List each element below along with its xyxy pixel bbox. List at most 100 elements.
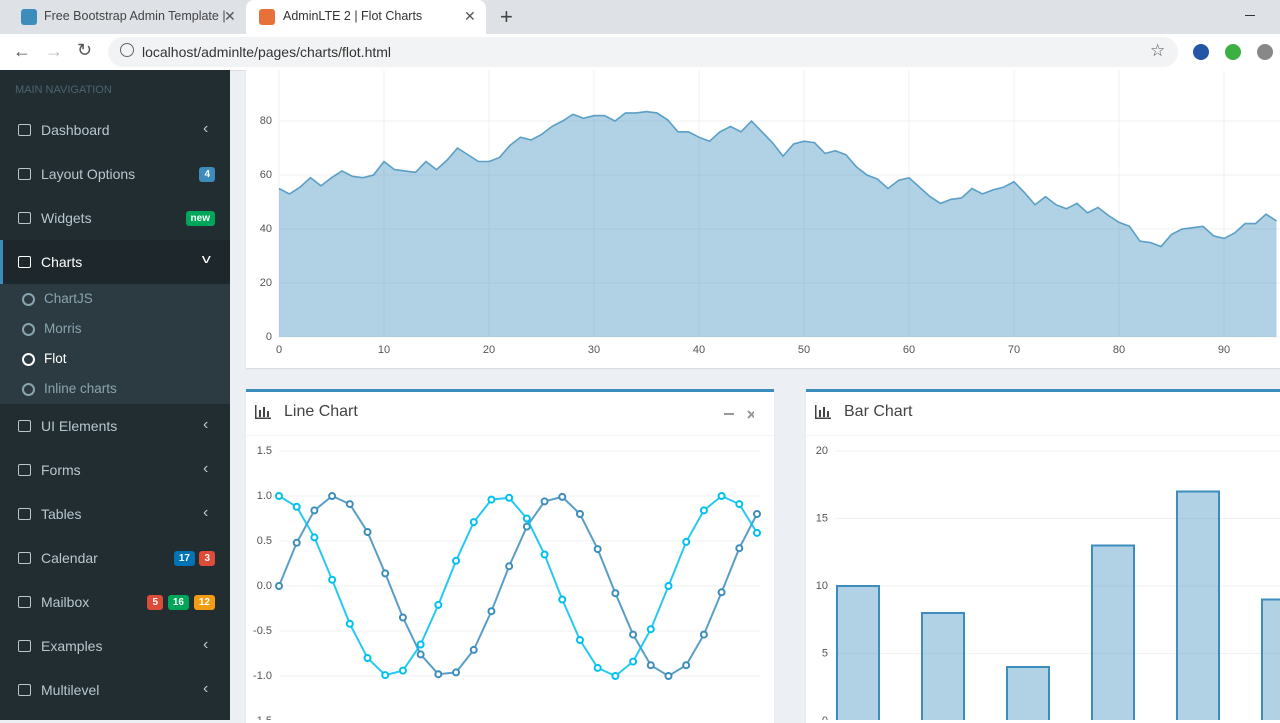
bar-chart: 0 5 10 15 20 — [816, 445, 1280, 720]
y-tick-label: 1.0 — [257, 490, 272, 502]
point — [611, 589, 620, 598]
nav-item[interactable]: Calendar 3 17 — [0, 536, 230, 580]
nav-item[interactable]: Multilevel ‹ — [0, 668, 230, 712]
point — [292, 502, 301, 511]
x-tick-label: 10 — [378, 344, 390, 356]
reload[interactable]: ↻ — [77, 40, 93, 60]
box-title: Line Chart — [284, 403, 358, 420]
nav-icon — [18, 596, 31, 608]
chart-icon — [815, 405, 831, 419]
y-tick-label: 5 — [822, 647, 828, 659]
nav-label: Mailbox — [41, 594, 90, 610]
point — [505, 562, 514, 571]
url: localhost/adminlte/pages/charts/flot.htm… — [142, 44, 392, 60]
point — [469, 518, 478, 527]
point — [398, 613, 407, 622]
extension[interactable] — [1225, 44, 1241, 60]
nav-item[interactable]: Mailbox 12 16 5 — [0, 580, 230, 624]
nav-icon — [18, 256, 31, 268]
back[interactable]: ← — [13, 41, 31, 61]
circle-icon — [22, 353, 35, 366]
y-tick-label: 10 — [816, 580, 828, 592]
bookmark[interactable]: ☆ — [1150, 41, 1166, 60]
info-icon — [120, 43, 134, 57]
nav-item[interactable]: Examples ‹ — [0, 624, 230, 668]
nav-item[interactable]: UI Elements ‹ — [0, 404, 230, 448]
nav-icon — [18, 464, 31, 476]
circle-icon — [22, 383, 35, 396]
point — [753, 528, 761, 537]
nav-subitem[interactable]: ChartJS — [0, 284, 230, 314]
box-tools[interactable] — [724, 410, 754, 420]
y-tick-label: 0.5 — [257, 535, 272, 547]
point — [398, 666, 407, 675]
area — [279, 111, 1277, 337]
point — [682, 537, 691, 546]
y-tick-label: 0 — [266, 331, 272, 343]
point — [434, 670, 443, 679]
divider — [806, 435, 1280, 436]
nav-item[interactable]: Forms ‹ — [0, 448, 230, 492]
point — [381, 671, 390, 680]
point — [275, 492, 283, 500]
nav-label: Forms — [41, 462, 81, 478]
tab-title: AdminLTE 2 | Flot Charts — [283, 9, 423, 23]
point — [593, 663, 602, 672]
tab-active[interactable]: AdminLTE 2 | Flot Charts ✕ — [246, 0, 486, 34]
nav-icon — [18, 508, 31, 520]
x-tick-label: 80 — [1113, 344, 1125, 356]
point — [275, 582, 283, 590]
point — [505, 493, 514, 502]
point — [540, 550, 549, 559]
series-line — [278, 494, 758, 678]
y-tick-label: -0.5 — [253, 625, 272, 637]
nav-subitem[interactable]: Morris — [0, 314, 230, 344]
minimize[interactable] — [1245, 15, 1255, 16]
area-chart-box: 0 20 40 60 80 0 10 20 30 40 50 60 70 80 90 — [246, 70, 1280, 368]
x-tick-label: 0 — [276, 344, 282, 356]
nav-item[interactable]: Dashboard ‹ — [0, 108, 230, 152]
nav-item[interactable]: Layout Options 4 — [0, 152, 230, 196]
nav-item[interactable]: Widgets new — [0, 196, 230, 240]
point — [575, 510, 584, 518]
bar — [1176, 490, 1220, 720]
badge: 16 — [167, 595, 189, 610]
point — [452, 668, 461, 677]
nav-label: Tables — [41, 506, 82, 522]
point — [699, 506, 708, 515]
forward[interactable]: → — [45, 41, 63, 61]
extension[interactable] — [1193, 44, 1209, 60]
new-tab[interactable]: + — [500, 4, 513, 29]
address-bar[interactable]: localhost/adminlte/pages/charts/flot.htm… — [108, 37, 1178, 67]
circle-icon — [22, 293, 35, 306]
area-chart: 0 20 40 60 80 0 10 20 30 40 50 60 70 80 90 — [260, 70, 1280, 356]
chevron-left: ‹ — [203, 416, 209, 433]
tab-close[interactable]: ✕ — [464, 8, 476, 24]
chevron-left: ‹ — [203, 636, 209, 653]
nav-label: Widgets — [41, 210, 92, 226]
nav-subitem[interactable]: Flot — [0, 344, 230, 374]
nav-label: Calendar — [41, 550, 98, 566]
x-tick-label: 40 — [693, 344, 705, 356]
point — [292, 538, 301, 547]
point — [434, 600, 443, 609]
nav-label: Multilevel — [41, 682, 100, 698]
nav-subitem[interactable]: Inline charts — [0, 374, 230, 404]
point — [664, 582, 673, 590]
chevron-left: ‹ — [203, 460, 209, 477]
series-line — [278, 494, 758, 678]
point — [629, 657, 638, 666]
bar — [1006, 666, 1050, 720]
chevron-down: v — [201, 251, 211, 266]
y-tick-label: 0 — [822, 715, 828, 720]
tab[interactable]: Free Bootstrap Admin Template | ✕ — [8, 0, 246, 34]
tab-close[interactable]: ✕ — [224, 8, 236, 24]
nav-sublabel: Flot — [44, 351, 67, 366]
point — [682, 661, 691, 670]
nav-item[interactable]: Charts v — [0, 240, 230, 284]
nav-icon — [18, 684, 31, 696]
bar — [836, 585, 880, 720]
point — [328, 492, 337, 500]
nav-item[interactable]: Tables ‹ — [0, 492, 230, 536]
extension[interactable] — [1257, 44, 1273, 60]
